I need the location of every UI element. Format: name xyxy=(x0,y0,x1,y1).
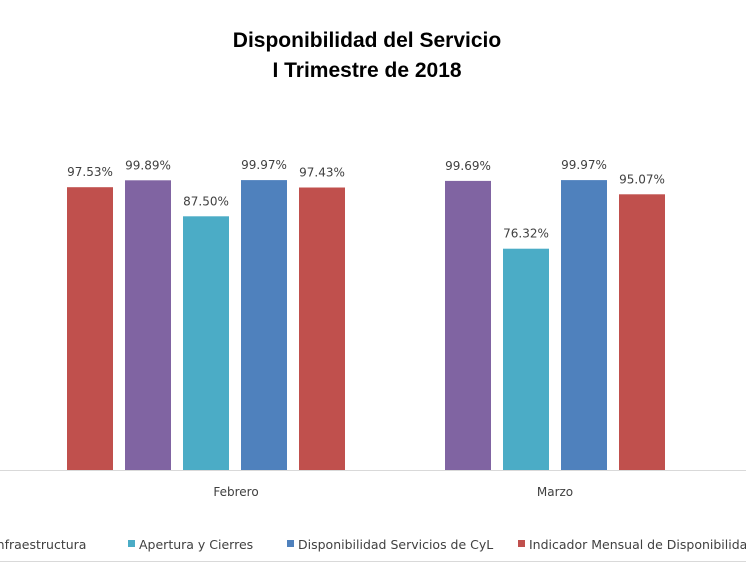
bar-marzo-series-2 xyxy=(561,180,607,470)
data-label-marzo-series-3: 95.07% xyxy=(619,172,665,186)
x-axis-labels: Febrero Marzo xyxy=(213,485,573,499)
data-label-enero-series-3: 97.53% xyxy=(67,165,113,179)
bar-febrero-series-0 xyxy=(125,180,171,471)
legend-label-series-2: Disponibilidad Servicios de CyL xyxy=(298,537,493,552)
bar-febrero-series-1 xyxy=(183,216,229,471)
plot-area: 99.89% 99.69% 87.50% 76.32% 99.97% 99.97% 97.5… xyxy=(67,158,665,471)
bar-febrero-series-3 xyxy=(299,187,345,470)
bar-febrero-series-2 xyxy=(241,180,287,470)
bar-marzo-series-3 xyxy=(619,194,665,471)
x-tick-label-marzo: Marzo xyxy=(537,485,573,499)
data-label-marzo-series-1: 76.32% xyxy=(503,227,549,241)
data-label-febrero-series-0: 99.89% xyxy=(125,158,171,172)
legend-label-series-0: Infraestructura xyxy=(0,537,86,552)
data-label-marzo-series-2: 99.97% xyxy=(561,158,607,172)
bar-enero-series-3 xyxy=(67,187,113,470)
legend-label-series-1: Apertura y Cierres xyxy=(139,537,253,552)
data-label-febrero-series-2: 99.97% xyxy=(241,158,287,172)
legend: Infraestructura Apertura y Cierres Disponi… xyxy=(0,537,746,552)
legend-label-series-3: Indicador Mensual de Disponibilidad xyxy=(529,537,746,552)
x-tick-label-febrero: Febrero xyxy=(213,485,258,499)
chart-title-line-1: Disponibilidad del Servicio xyxy=(233,29,501,52)
data-label-febrero-series-3: 97.43% xyxy=(299,166,345,180)
data-label-febrero-series-1: 87.50% xyxy=(183,194,229,208)
legend-marker-series-3 xyxy=(518,540,525,547)
bar-marzo-series-0 xyxy=(445,180,491,470)
legend-marker-series-2 xyxy=(287,540,294,547)
bar-marzo-series-1 xyxy=(503,248,549,470)
chart-title-line-2: I Trimestre de 2018 xyxy=(272,59,461,82)
data-label-marzo-series-0: 99.69% xyxy=(445,159,491,173)
legend-marker-series-1 xyxy=(128,540,135,547)
